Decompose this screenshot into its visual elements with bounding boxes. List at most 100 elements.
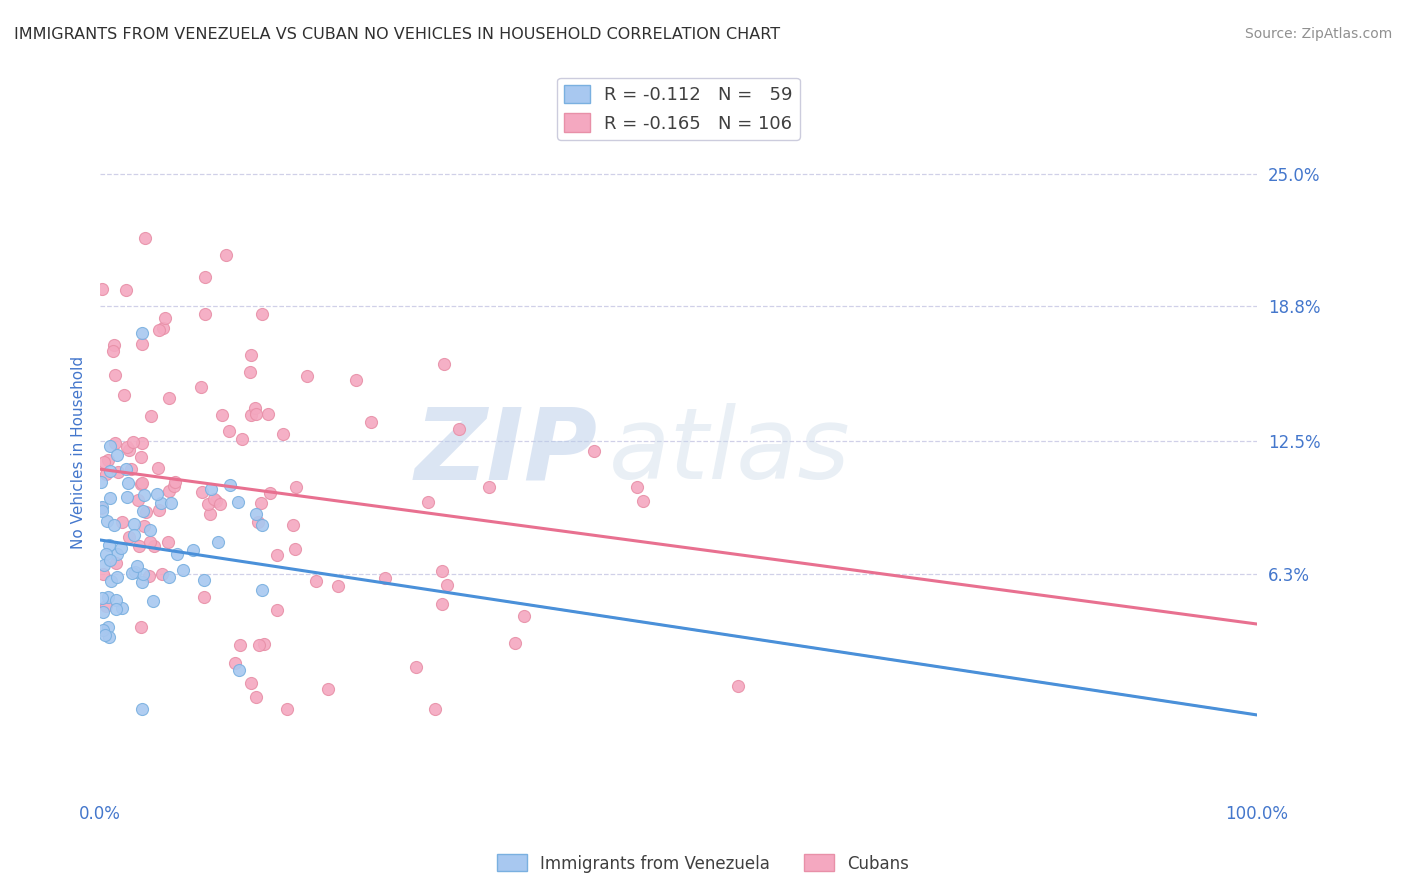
Point <box>105 569 128 583</box>
Point <box>503 636 526 650</box>
Point <box>245 408 267 422</box>
Point <box>157 534 180 549</box>
Point <box>121 566 143 580</box>
Point <box>433 357 456 371</box>
Point <box>633 494 655 508</box>
Point <box>157 484 180 499</box>
Point <box>224 656 246 670</box>
Point <box>194 307 217 321</box>
Point <box>266 548 288 562</box>
Point <box>115 441 138 455</box>
Legend: Immigrants from Venezuela, Cubans: Immigrants from Venezuela, Cubans <box>491 847 915 880</box>
Point <box>194 269 217 284</box>
Point <box>131 326 153 340</box>
Point <box>115 283 138 297</box>
Point <box>138 535 160 549</box>
Point <box>134 231 156 245</box>
Point <box>138 569 160 583</box>
Point <box>127 493 149 508</box>
Point <box>91 566 114 581</box>
Point <box>211 408 233 422</box>
Point <box>285 480 308 494</box>
Point <box>165 475 187 489</box>
Point <box>432 597 454 611</box>
Point <box>256 407 278 421</box>
Y-axis label: No Vehicles in Household: No Vehicles in Household <box>72 355 86 549</box>
Point <box>110 541 132 556</box>
Point <box>246 515 269 529</box>
Point <box>207 535 229 549</box>
Point <box>97 538 120 552</box>
Point <box>200 482 222 496</box>
Point <box>135 505 157 519</box>
Point <box>316 682 339 697</box>
Point <box>157 391 180 405</box>
Point <box>229 638 252 652</box>
Point <box>228 663 250 677</box>
Point <box>284 542 307 557</box>
Point <box>198 507 221 521</box>
Point <box>190 379 212 393</box>
Point <box>148 322 170 336</box>
Point <box>90 282 112 296</box>
Point <box>122 517 145 532</box>
Point <box>98 630 121 644</box>
Point <box>94 628 117 642</box>
Point <box>160 496 183 510</box>
Text: ZIP: ZIP <box>415 403 598 500</box>
Point <box>146 487 169 501</box>
Point <box>131 504 153 518</box>
Point <box>111 601 134 615</box>
Point <box>240 348 263 362</box>
Point <box>478 480 501 494</box>
Point <box>226 494 249 508</box>
Point <box>132 519 155 533</box>
Point <box>295 369 318 384</box>
Point <box>449 422 471 436</box>
Point <box>430 564 453 578</box>
Point <box>111 515 134 529</box>
Point <box>328 579 350 593</box>
Point <box>115 462 138 476</box>
Point <box>250 495 273 509</box>
Point <box>91 605 114 619</box>
Point <box>93 558 115 572</box>
Point <box>96 599 118 613</box>
Point <box>245 690 267 704</box>
Point <box>98 464 121 478</box>
Point <box>204 493 226 508</box>
Point <box>360 415 382 429</box>
Point <box>97 453 120 467</box>
Point <box>245 508 267 522</box>
Point <box>239 408 262 422</box>
Point <box>157 570 180 584</box>
Point <box>129 450 152 465</box>
Point <box>276 702 298 716</box>
Point <box>115 490 138 504</box>
Point <box>243 401 266 415</box>
Point <box>121 434 143 449</box>
Point <box>90 475 112 489</box>
Point <box>131 476 153 491</box>
Point <box>117 475 139 490</box>
Point <box>374 570 396 584</box>
Point <box>90 501 112 516</box>
Point <box>103 344 125 359</box>
Point <box>120 462 142 476</box>
Point <box>132 566 155 581</box>
Point <box>105 556 128 570</box>
Point <box>131 702 153 716</box>
Point <box>100 574 122 588</box>
Point <box>107 465 129 479</box>
Point <box>94 547 117 561</box>
Point <box>94 467 117 481</box>
Point <box>231 432 253 446</box>
Point <box>129 620 152 634</box>
Point <box>91 503 114 517</box>
Point <box>118 442 141 457</box>
Point <box>247 638 270 652</box>
Point <box>208 497 231 511</box>
Point <box>98 491 121 505</box>
Point <box>191 484 214 499</box>
Point <box>239 365 262 379</box>
